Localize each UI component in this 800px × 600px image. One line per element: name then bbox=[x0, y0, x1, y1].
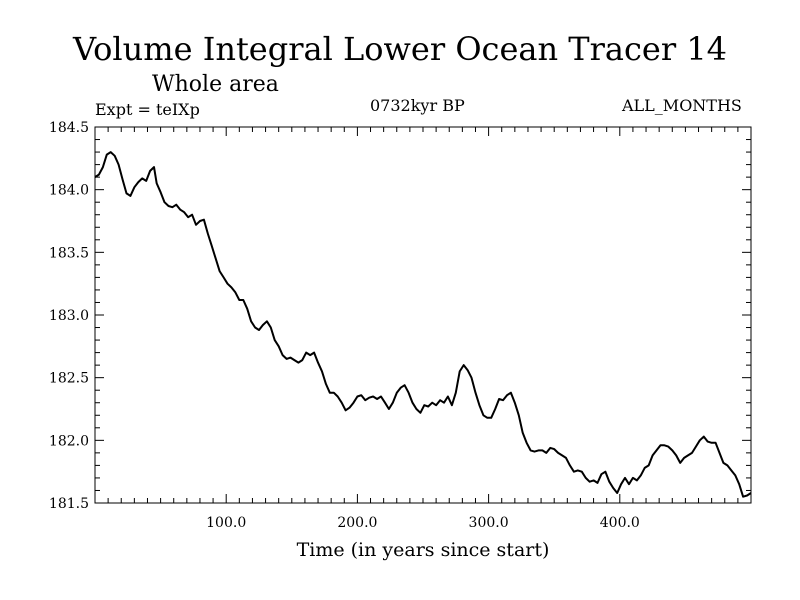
y-tick-label: 182.5 bbox=[49, 371, 89, 387]
x-tick-label: 200.0 bbox=[337, 515, 377, 531]
y-tick-label: 181.5 bbox=[49, 496, 89, 512]
x-axis-label: Time (in years since start) bbox=[297, 539, 550, 561]
experiment-label: Expt = teIXp bbox=[95, 100, 200, 119]
plot-frame bbox=[94, 126, 752, 504]
x-tick-label: 100.0 bbox=[206, 515, 246, 531]
chart-title: Volume Integral Lower Ocean Tracer 14 bbox=[72, 30, 728, 68]
y-tick-label: 183.5 bbox=[49, 245, 89, 261]
y-tick-label: 182.0 bbox=[49, 433, 89, 449]
y-tick-label: 184.0 bbox=[49, 183, 89, 199]
y-tick-label: 184.5 bbox=[49, 120, 89, 136]
x-tick-label: 400.0 bbox=[600, 515, 640, 531]
period-label: 0732kyr BP bbox=[370, 96, 465, 115]
months-label: ALL_MONTHS bbox=[622, 96, 742, 115]
y-tick-label: 183.0 bbox=[49, 308, 89, 324]
chart-subtitle: Whole area bbox=[152, 72, 279, 97]
x-tick-label: 300.0 bbox=[469, 515, 509, 531]
series-line bbox=[94, 151, 752, 498]
axis-tick-labels: 100.0 200.0 300.0 400.0 181.5 182.0 182.5 183.0… bbox=[49, 120, 640, 531]
axis-ticks bbox=[95, 127, 751, 503]
